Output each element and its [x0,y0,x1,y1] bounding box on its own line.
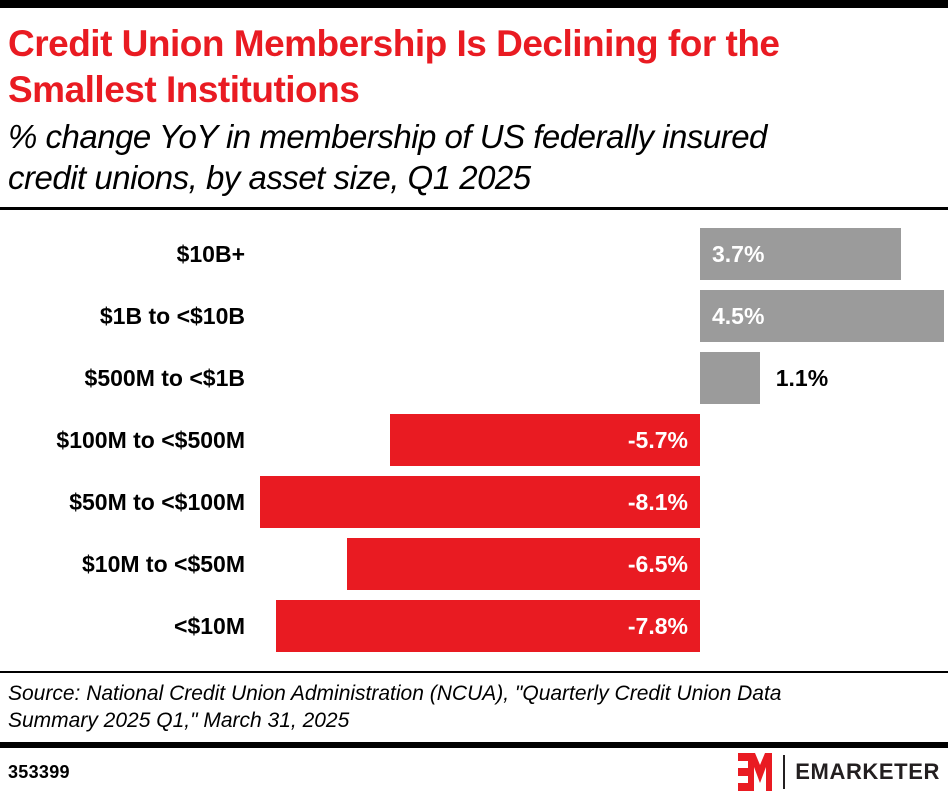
bar-row: $10B+ 3.7% [0,223,948,285]
brand-wordmark: EMARKETER [795,759,940,784]
bar-negative: -7.8% [276,600,700,652]
bar-positive: 3.7% [700,228,901,280]
bar-area: 4.5% [245,285,948,347]
emarketer-logo: EMARKETER [737,753,940,791]
bar-area: 1.1% [245,347,948,409]
bar-area: -5.7% [245,409,948,471]
bar-row: $500M to <$1B 1.1% [0,347,948,409]
source-line-1: Source: National Credit Union Administra… [8,682,782,705]
bar-area: -8.1% [245,471,948,533]
title-line-2: Smallest Institutions [8,69,360,110]
chart-footer: 353399 EMARKETER [0,748,948,791]
value-label: 1.1% [775,365,829,391]
bar-area: -7.8% [245,595,948,657]
bar-row: $50M to <$100M -8.1% [0,471,948,533]
logo-divider [783,755,786,789]
subtitle-line-2: credit unions, by asset size, Q1 2025 [8,159,531,196]
bar-row: <$10M -7.8% [0,595,948,657]
bar-row: $1B to <$10B 4.5% [0,285,948,347]
bar-area: 3.7% [245,223,948,285]
category-label: $1B to <$10B [99,303,245,329]
chart-header: Credit Union Membership Is Declining for… [0,8,948,198]
source-text: Source: National Credit Union Administra… [0,673,948,734]
category-label: $50M to <$100M [69,489,245,515]
bar-negative: -8.1% [260,476,700,528]
source-line-2: Summary 2025 Q1," March 31, 2025 [8,709,350,732]
bar-row: $10M to <$50M -6.5% [0,533,948,595]
value-label: 3.7% [712,240,765,267]
bar-positive: 4.5% [700,290,945,342]
bar-negative: -5.7% [390,414,700,466]
bar-row: $100M to <$500M -5.7% [0,409,948,471]
category-label: $100M to <$500M [56,427,245,453]
page-title: Credit Union Membership Is Declining for… [8,21,938,113]
value-label: -5.7% [627,426,688,453]
em-monogram-icon [738,753,773,791]
title-line-1: Credit Union Membership Is Declining for… [8,23,780,64]
footer-rule [0,742,948,748]
value-label: 4.5% [712,302,765,329]
category-label: $500M to <$1B [84,365,245,391]
source-divider [0,671,948,673]
category-label: $10B+ [176,241,245,267]
header-divider [0,207,948,210]
subtitle-line-1: % change YoY in membership of US federal… [8,118,767,155]
bar-positive [700,352,760,404]
top-rule [0,0,948,8]
category-label: <$10M [174,613,245,639]
category-label: $10M to <$50M [82,551,245,577]
bar-negative: -6.5% [347,538,700,590]
bar-chart: $10B+ 3.7% $1B to <$10B 4.5% $500M to <$1B 1.… [0,210,948,657]
chart-subtitle: % change YoY in membership of US federal… [8,116,938,198]
value-label: -7.8% [627,612,688,639]
value-label: -8.1% [627,488,688,515]
bar-area: -6.5% [245,533,948,595]
value-label: -6.5% [627,550,688,577]
chart-id-label: 353399 [8,761,70,782]
